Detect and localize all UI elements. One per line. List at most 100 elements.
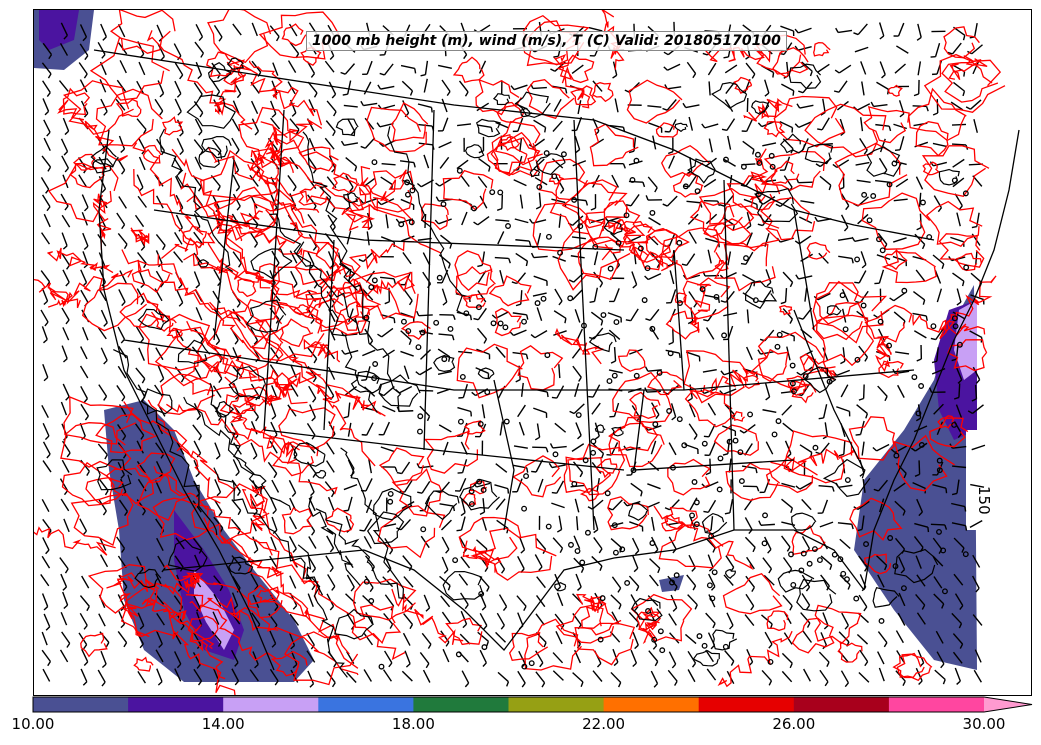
temperature-contour [929,417,969,448]
height-contour [198,146,223,168]
height-contour [293,442,326,467]
wind-barb [438,141,452,149]
wind-barb [211,630,222,647]
temperature-contour [335,301,371,331]
wind-barb [951,522,968,531]
wind-barb [42,441,51,459]
wind-barb [213,24,223,42]
height-contour [92,158,114,174]
wind-barb [878,498,885,513]
colorbar-segment [603,697,700,712]
wind-barb [912,312,928,321]
wind-barb [380,276,396,284]
calm-marker [789,362,796,369]
calm-marker [762,512,768,519]
calm-marker [571,196,578,203]
temperature-contour [488,275,532,307]
calm-marker [747,411,754,418]
temperature-contour [207,10,272,64]
calm-marker [651,636,658,643]
calm-marker [641,297,648,304]
wind-barb [916,498,924,517]
wind-barb [570,484,585,488]
temperature-contour [689,200,743,238]
wind-barb [251,118,260,136]
wind-barb [860,251,867,269]
wind-barb [477,124,494,133]
calm-marker [802,373,809,380]
wind-barb [764,79,770,97]
temperature-contour [589,123,639,167]
wind-barb [325,555,334,573]
wind-barb [765,269,772,287]
wind-barb [798,216,813,224]
calm-marker [790,581,797,588]
wind-barb [625,308,639,322]
height-contour [674,122,688,133]
wind-barb [327,574,336,591]
wind-barb [289,250,298,264]
calm-marker [440,201,447,208]
calm-marker [630,467,637,474]
wind-barb [43,119,51,137]
wind-barb [878,157,888,175]
height-contour [183,396,292,511]
height-contour [302,131,358,292]
temperature-contour [258,11,340,60]
wind-barb [965,99,982,110]
temperature-contour [157,373,215,415]
temperature-contour [526,79,575,120]
wind-barb [495,463,508,473]
wind-barb [859,117,864,132]
wind-barb [41,287,49,306]
wind-barb [877,385,888,402]
calm-marker [738,478,745,485]
temperature-contour [683,350,749,404]
wind-barb [381,466,398,472]
temperature-contour [955,252,982,272]
wind-barb [815,442,830,455]
wind-barb [786,346,791,361]
calm-marker [528,660,535,667]
wind-barb [404,650,411,668]
wind-barb [366,231,370,246]
calm-marker [606,378,613,385]
height-contour [554,582,567,592]
wind-barb [269,25,280,42]
temperature-contour [765,456,818,494]
temperature-contour [146,299,222,377]
wind-barb [952,465,967,469]
temperature-contour [555,604,615,644]
wind-barb [820,555,833,571]
wind-barb [346,574,355,592]
wind-barb [571,443,585,452]
height-contour [137,308,170,331]
temperature-contour [136,452,176,484]
height-contour [269,213,367,336]
wind-barb [667,575,678,592]
wind-barb [645,308,660,321]
wind-barb [858,671,870,683]
wind-barb [41,155,52,172]
wind-barb [458,573,469,586]
wind-barb [781,670,793,683]
calm-marker [624,580,631,586]
colorbar-segment [793,697,890,712]
wind-barb [801,574,811,592]
height-contour [366,511,405,545]
wind-barb [745,575,756,592]
temperature-contour [130,227,150,247]
calm-marker [644,265,651,272]
state-borders [93,49,1020,671]
calm-marker [649,325,656,332]
wind-barb [667,137,674,155]
border-line-14 [673,249,685,391]
wind-barb [155,442,165,459]
wind-barb [363,81,372,95]
wind-barb [856,179,871,183]
wind-barb [571,346,582,359]
wind-barb [629,348,643,355]
wind-barb [98,613,106,627]
wind-barb [650,402,660,420]
temperature-contour [674,292,688,304]
